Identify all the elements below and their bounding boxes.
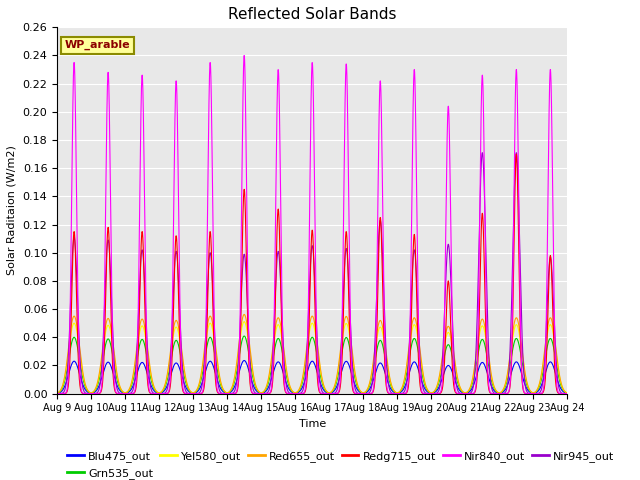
- Blu475_out: [249, 381, 257, 386]
- Grn535_out: [249, 373, 257, 379]
- Nir945_out: [115, 389, 122, 395]
- Nir945_out: [564, 391, 572, 396]
- Yel580_out: [115, 378, 122, 384]
- Redg715_out: [249, 390, 257, 396]
- Title: Reflected Solar Bands: Reflected Solar Bands: [228, 7, 396, 22]
- Nir840_out: [53, 391, 61, 396]
- Grn535_out: [53, 390, 61, 396]
- Grn535_out: [516, 348, 524, 354]
- X-axis label: Time: Time: [299, 419, 326, 429]
- Red655_out: [564, 391, 572, 396]
- Redg715_out: [536, 391, 544, 396]
- Line: Nir945_out: Nir945_out: [57, 153, 568, 394]
- Nir840_out: [564, 391, 572, 396]
- Y-axis label: Solar Raditaion (W/m2): Solar Raditaion (W/m2): [7, 145, 17, 276]
- Yel580_out: [53, 390, 61, 396]
- Nir840_out: [536, 391, 544, 396]
- Blu475_out: [372, 367, 380, 372]
- Blu475_out: [536, 385, 544, 391]
- Red655_out: [241, 312, 248, 317]
- Red655_out: [115, 377, 122, 383]
- Line: Redg715_out: Redg715_out: [57, 154, 568, 394]
- Nir945_out: [516, 268, 524, 274]
- Redg715_out: [564, 391, 572, 396]
- Nir840_out: [516, 309, 524, 315]
- Red655_out: [53, 390, 61, 396]
- Nir840_out: [249, 390, 257, 396]
- Blu475_out: [53, 390, 61, 396]
- Grn535_out: [564, 391, 572, 396]
- Red655_out: [514, 318, 522, 324]
- Nir945_out: [536, 389, 544, 395]
- Grn535_out: [115, 381, 122, 386]
- Red655_out: [516, 333, 524, 338]
- Redg715_out: [53, 391, 61, 396]
- Nir945_out: [513, 150, 520, 156]
- Redg715_out: [115, 391, 122, 396]
- Blu475_out: [241, 358, 248, 363]
- Yel580_out: [516, 338, 524, 344]
- Line: Red655_out: Red655_out: [57, 314, 568, 394]
- Grn535_out: [372, 349, 380, 355]
- Nir945_out: [514, 174, 522, 180]
- Redg715_out: [372, 345, 380, 350]
- Blu475_out: [516, 366, 524, 372]
- Yel580_out: [564, 391, 572, 396]
- Line: Yel580_out: Yel580_out: [57, 322, 568, 394]
- Line: Nir840_out: Nir840_out: [57, 56, 568, 394]
- Yel580_out: [514, 324, 522, 330]
- Red655_out: [536, 377, 544, 383]
- Redg715_out: [513, 151, 520, 157]
- Red655_out: [249, 367, 257, 372]
- Legend: Blu475_out, Grn535_out, Yel580_out, Red655_out, Redg715_out, Nir840_out, Nir945_: Blu475_out, Grn535_out, Yel580_out, Red6…: [63, 447, 619, 480]
- Line: Blu475_out: Blu475_out: [57, 360, 568, 394]
- Grn535_out: [514, 338, 522, 344]
- Nir840_out: [514, 131, 522, 136]
- Text: WP_arable: WP_arable: [65, 40, 131, 50]
- Nir945_out: [249, 384, 257, 389]
- Blu475_out: [564, 391, 572, 396]
- Blu475_out: [514, 360, 522, 366]
- Redg715_out: [514, 198, 522, 204]
- Nir840_out: [115, 391, 122, 396]
- Yel580_out: [536, 378, 544, 384]
- Blu475_out: [115, 385, 122, 391]
- Yel580_out: [249, 369, 257, 375]
- Redg715_out: [516, 331, 524, 336]
- Nir945_out: [372, 301, 380, 307]
- Grn535_out: [536, 381, 544, 386]
- Grn535_out: [241, 333, 248, 339]
- Red655_out: [372, 333, 380, 339]
- Yel580_out: [241, 319, 248, 324]
- Nir945_out: [53, 391, 61, 396]
- Yel580_out: [372, 338, 380, 344]
- Line: Grn535_out: Grn535_out: [57, 336, 568, 394]
- Nir840_out: [372, 302, 380, 308]
- Nir840_out: [241, 53, 248, 59]
